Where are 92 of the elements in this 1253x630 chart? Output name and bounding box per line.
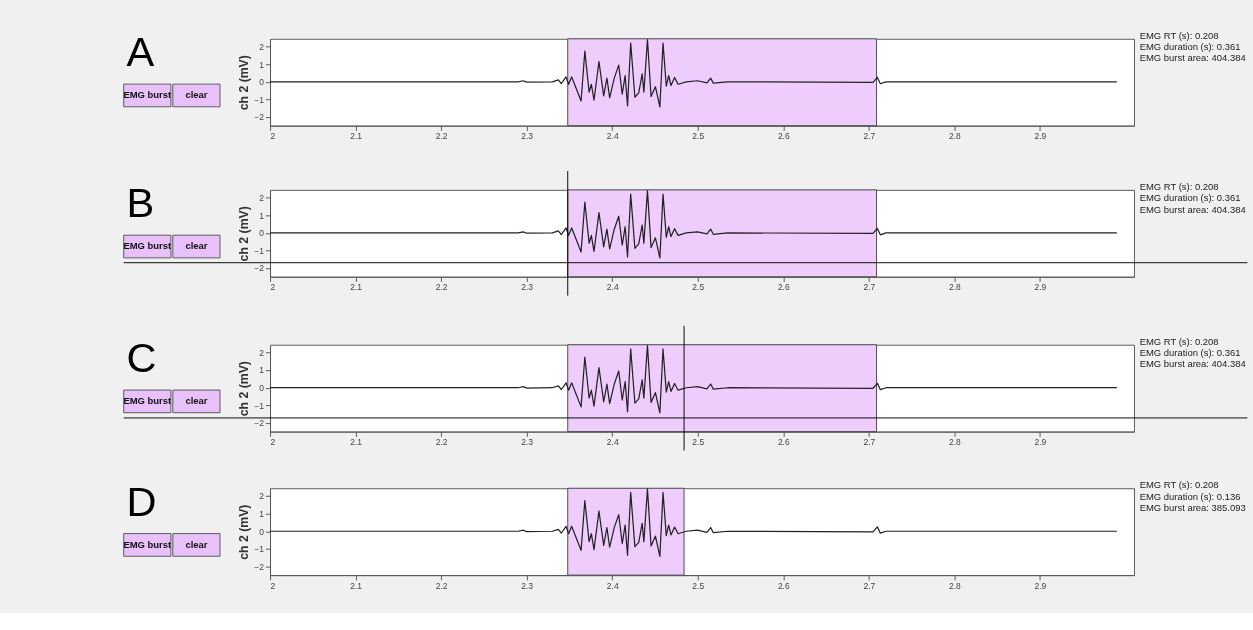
text: clear — [185, 395, 208, 407]
x-tick-label: 2.4 — [606, 282, 619, 293]
y-tick-label: 0 — [259, 228, 265, 239]
x-tick-label: 2.4 — [606, 437, 619, 448]
x-tick-label: 2.9 — [1034, 282, 1047, 293]
x-tick-label: 2 — [270, 282, 276, 293]
y-tick-label: 0 — [259, 526, 265, 537]
y-tick-label: −2 — [254, 263, 265, 274]
x-tick-label: 2.6 — [777, 437, 790, 448]
chart-title: C — [126, 334, 157, 382]
x-tick-label: 2.5 — [692, 580, 705, 591]
x-tick-label: 2.6 — [777, 580, 790, 591]
x-tick-label: 2.2 — [435, 580, 448, 591]
x-tick-label: 2.7 — [863, 131, 876, 142]
x-tick-label: 2.8 — [948, 282, 962, 293]
y-tick-label: 0 — [259, 77, 265, 88]
x-tick-label: 2.1 — [350, 437, 363, 448]
x-tick-label: 2.2 — [435, 131, 448, 142]
x-tick-label: 2.6 — [777, 282, 790, 293]
x-tick-label: 2.7 — [863, 580, 876, 591]
y-tick-label: −2 — [254, 561, 265, 572]
text: EMG burst area: 404.384 — [1139, 203, 1246, 215]
x-tick-label: 2.4 — [606, 131, 619, 142]
x-tick-label: 2.9 — [1034, 437, 1047, 448]
y-axis-title: ch 2 (mV) — [236, 504, 251, 560]
y-tick-label: 2 — [259, 347, 265, 358]
text: EMG RT (s): 0.208 — [1139, 180, 1219, 192]
x-tick-label: 2.4 — [606, 580, 619, 591]
y-axis-title: ch 2 (mV) — [236, 55, 251, 111]
line-series — [269, 344, 1118, 414]
y-tick-label: 0 — [259, 383, 265, 394]
y-tick-label: 1 — [259, 210, 265, 221]
x-tick-label: 2.5 — [692, 131, 705, 142]
text: clear — [185, 89, 208, 101]
y-tick-label: −1 — [254, 544, 265, 555]
x-tick-label: 2.5 — [692, 437, 705, 448]
chart-title: A — [126, 28, 155, 76]
y-tick-label: 2 — [259, 193, 265, 204]
x-tick-label: 2.9 — [1034, 580, 1047, 591]
text: clear — [185, 240, 208, 252]
x-tick-label: 2.1 — [350, 282, 363, 293]
text: EMG burst — [123, 89, 173, 101]
chart-title: D — [126, 477, 157, 525]
line-series — [269, 488, 1118, 557]
x-tick-label: 2.6 — [777, 131, 790, 142]
line-series — [269, 189, 1118, 259]
text: EMG duration (s): 0.361 — [1139, 347, 1241, 359]
line-series — [269, 38, 1118, 108]
y-axis-title: ch 2 (mV) — [236, 206, 251, 262]
text: clear — [185, 538, 208, 550]
x-tick-label: 2.9 — [1034, 131, 1047, 142]
text: EMG duration (s): 0.361 — [1139, 192, 1241, 204]
y-tick-label: 2 — [259, 42, 265, 53]
y-tick-label: 2 — [259, 491, 265, 502]
y-tick-label: 1 — [259, 509, 265, 520]
x-tick-label: 2.8 — [948, 131, 962, 142]
y-tick-label: −1 — [254, 94, 265, 105]
x-tick-label: 2.3 — [521, 131, 534, 142]
x-tick-label: 2.3 — [521, 437, 534, 448]
text: EMG burst — [123, 240, 173, 252]
x-tick-label: 2.8 — [948, 437, 962, 448]
x-tick-label: 2 — [270, 580, 276, 591]
x-tick-label: 2.3 — [521, 282, 534, 293]
x-tick-label: 2.1 — [350, 580, 363, 591]
text: EMG RT (s): 0.208 — [1139, 335, 1219, 347]
x-tick-label: 2.7 — [863, 282, 876, 293]
x-tick-label: 2.2 — [435, 437, 448, 448]
text: EMG duration (s): 0.361 — [1139, 41, 1241, 53]
y-tick-label: −2 — [254, 112, 265, 123]
text: EMG burst area: 404.384 — [1139, 358, 1246, 370]
chart-title: B — [126, 179, 155, 227]
y-tick-label: 1 — [259, 59, 265, 70]
text: EMG duration (s): 0.136 — [1139, 490, 1241, 502]
text: EMG burst area: 404.384 — [1139, 52, 1246, 64]
x-tick-label: 2.1 — [350, 131, 363, 142]
x-tick-label: 2.5 — [692, 282, 705, 293]
text: EMG burst area: 385.093 — [1139, 501, 1246, 513]
x-tick-label: 2.7 — [863, 437, 876, 448]
text: EMG RT (s): 0.208 — [1139, 29, 1219, 41]
y-tick-label: −2 — [254, 418, 265, 429]
y-tick-label: −1 — [254, 400, 265, 411]
x-tick-label: 2.8 — [948, 580, 962, 591]
text: EMG RT (s): 0.208 — [1139, 479, 1219, 491]
y-tick-label: 1 — [259, 365, 265, 376]
y-axis-title: ch 2 (mV) — [236, 361, 251, 417]
x-tick-label: 2 — [270, 437, 276, 448]
y-tick-label: −1 — [254, 245, 265, 256]
x-tick-label: 2 — [270, 131, 276, 142]
x-tick-label: 2.3 — [521, 580, 534, 591]
text: EMG burst — [123, 395, 173, 407]
x-tick-label: 2.2 — [435, 282, 448, 293]
text: EMG burst — [123, 538, 173, 550]
